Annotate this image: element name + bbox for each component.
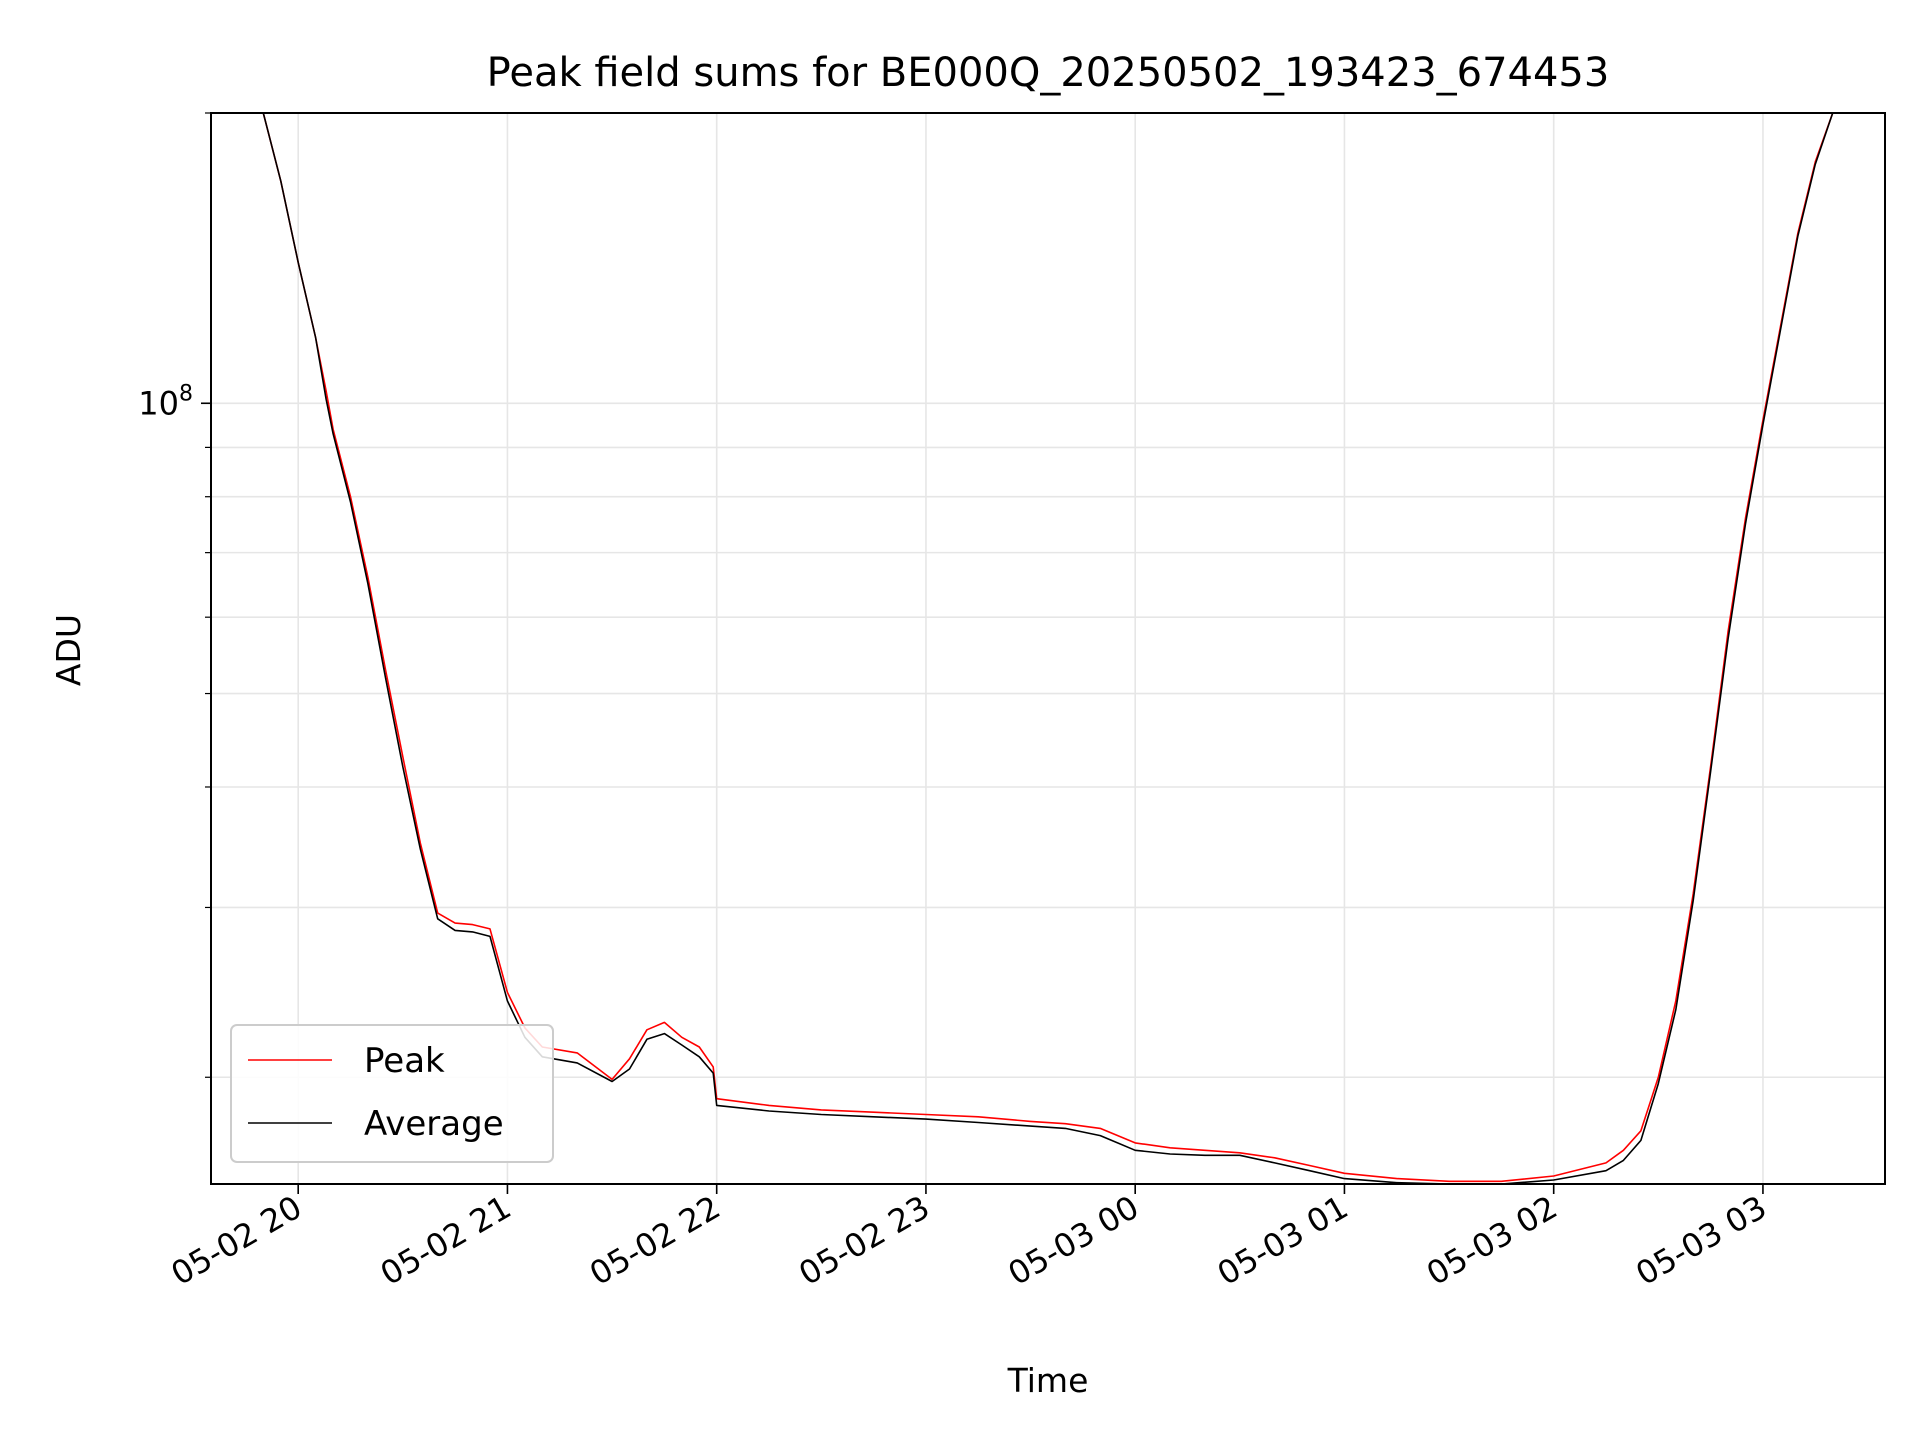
legend-label-peak: Peak xyxy=(364,1041,445,1081)
series-line-peak xyxy=(211,113,1885,1183)
plot-series xyxy=(211,113,1885,1184)
y-axis-label: ADU xyxy=(49,614,88,686)
series-line-average xyxy=(211,113,1885,1184)
x-axis-label: Time xyxy=(1007,1361,1089,1400)
legend-label-average: Average xyxy=(364,1104,504,1144)
plot-frame xyxy=(210,112,1886,1185)
legend: Peak Average xyxy=(230,1024,554,1163)
chart-title: Peak field sums for BE000Q_20250502_1934… xyxy=(487,50,1610,96)
